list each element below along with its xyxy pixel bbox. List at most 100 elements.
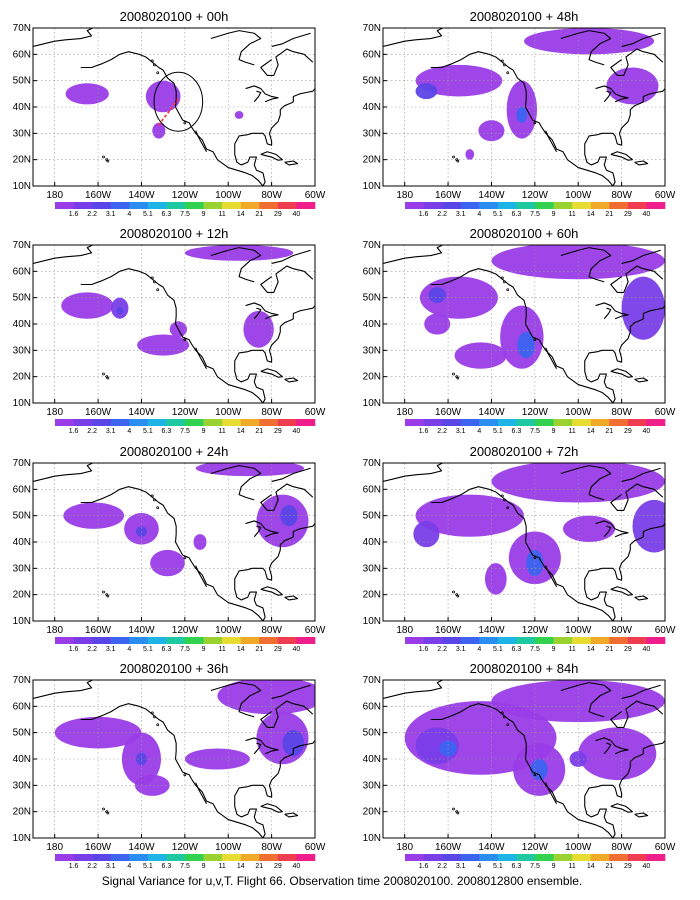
map-panel: 2008020100 + 84h 10N 20N 30N 40N 50N 60N 70N 180… (363, 661, 676, 870)
colorbar-label: 21 (605, 428, 613, 435)
colorbar-segment (129, 854, 149, 861)
island (150, 711, 154, 715)
colorbar-segment (55, 637, 74, 644)
colorbar-segment (185, 419, 204, 426)
coastline (271, 32, 311, 47)
lat-tick-label: 10N (13, 398, 31, 409)
colorbar-label: 29 (274, 863, 282, 870)
colorbar-segment (497, 854, 517, 861)
lon-tick-label: 180 (396, 842, 413, 853)
coastline (245, 302, 279, 320)
lon-tick-label: 120W (522, 407, 549, 418)
lat-tick-label: 20N (363, 155, 381, 166)
island (183, 338, 187, 342)
colorbar-segment (277, 637, 297, 644)
lat-tick-label: 40N (363, 754, 381, 765)
map-panel: 2008020100 + 60h 10N 20N 30N 40N 50N 60N 70N 180… (363, 226, 676, 435)
lat-tick-label: 70N (13, 23, 31, 34)
colorbar-segment (277, 419, 297, 426)
variance-contour (195, 463, 305, 477)
colorbar-label: 3.1 (456, 428, 466, 435)
colorbar-segment (296, 419, 316, 426)
coastline (634, 377, 649, 383)
colorbar-segment (479, 202, 499, 209)
coastline (383, 28, 444, 47)
colorbar-segment (203, 202, 223, 209)
panel-title: 2008020100 + 84h (470, 661, 579, 676)
colorbar-label: 11 (569, 863, 576, 870)
colorbar-label: 40 (293, 646, 301, 653)
coastline (271, 467, 311, 482)
island (506, 288, 510, 292)
lat-tick-label: 60N (13, 484, 31, 495)
colorbar-label: 11 (219, 863, 226, 870)
coastline (610, 368, 634, 378)
colorbar-segment (259, 854, 279, 861)
island (106, 594, 110, 598)
lon-tick-label: 100W (215, 842, 242, 853)
island (153, 63, 156, 67)
coastline (260, 265, 314, 293)
coastline (80, 51, 264, 186)
colorbar-label: 9 (552, 211, 556, 218)
lat-tick-label: 30N (13, 128, 31, 139)
lon-tick-label: 120W (172, 407, 199, 418)
variance-contour (243, 310, 274, 348)
island (183, 773, 187, 777)
colorbar-label: 6.3 (512, 211, 522, 218)
coastline (430, 268, 614, 403)
coastline (584, 740, 665, 838)
colorbar-label: 40 (293, 863, 301, 870)
colorbar-label: 21 (255, 211, 263, 218)
island (452, 807, 455, 811)
coastline (234, 88, 315, 186)
colorbar-segment (110, 202, 130, 209)
coastline (253, 525, 262, 538)
colorbar-segment (222, 202, 242, 209)
colorbar-label: 1.6 (419, 428, 429, 435)
lon-tick-label: 160W (85, 842, 112, 853)
colorbar-label: 9 (552, 863, 556, 870)
colorbar-label: 4 (127, 211, 131, 218)
coastline (260, 483, 314, 511)
island (503, 498, 506, 502)
lat-tick-label: 60N (363, 484, 381, 495)
lon-tick-label: 60W (655, 407, 676, 418)
colorbar-label: 40 (293, 211, 301, 218)
lon-tick-label: 140W (478, 842, 505, 853)
island (183, 121, 187, 125)
map-panel: 2008020100 + 12h 10N 20N 30N 40N 50N 60N 70N 180… (13, 226, 326, 435)
lon-tick-label: 180 (46, 407, 63, 418)
colorbar-label: 29 (274, 428, 282, 435)
island (456, 159, 460, 163)
coastline (80, 703, 264, 838)
map-panel: 2008020100 + 36h 10N 20N 30N 40N 50N 60N 70N 180… (13, 661, 326, 870)
colorbar-segment (516, 637, 536, 644)
coastline (560, 682, 612, 718)
colorbar-segment (296, 637, 316, 644)
panel-plot-area (33, 245, 315, 403)
island (106, 811, 110, 815)
island (456, 811, 460, 815)
coastline (610, 586, 634, 596)
coastline (621, 249, 661, 264)
variance-contour (61, 292, 114, 319)
island (102, 372, 105, 376)
colorbar-segment (55, 854, 74, 861)
island (153, 715, 156, 719)
coastline (610, 483, 664, 511)
island (102, 155, 105, 159)
map-panel: 2008020100 + 48h 10N 20N 30N 40N 50N 60N 70N 180… (363, 9, 676, 218)
coastline (610, 803, 634, 813)
lat-tick-label: 50N (363, 293, 381, 304)
colorbar-segment (609, 202, 629, 209)
lon-tick-label: 80W (611, 625, 632, 636)
colorbar-segment (516, 202, 536, 209)
island (102, 590, 105, 594)
colorbar-segment (460, 854, 480, 861)
lat-tick-label: 70N (363, 675, 381, 686)
colorbar-segment (222, 854, 242, 861)
lat-tick-label: 30N (363, 128, 381, 139)
lon-tick-label: 80W (611, 842, 632, 853)
colorbar-segment (129, 202, 149, 209)
